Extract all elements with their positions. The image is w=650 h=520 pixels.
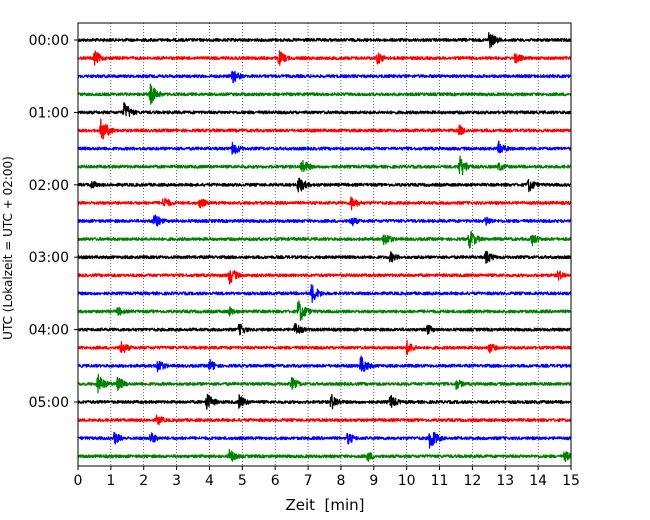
trace-line [77, 118, 572, 140]
trace-line [77, 250, 572, 264]
x-tick-label: 2 [139, 473, 148, 489]
trace-line [77, 83, 572, 105]
plot-frame [77, 22, 572, 467]
trace-line [77, 448, 572, 463]
trace-line [77, 32, 572, 49]
x-tick-label: 0 [74, 473, 83, 489]
x-tick-label: 10 [398, 473, 416, 489]
x-tick-label: 15 [562, 473, 580, 489]
trace-line [77, 196, 572, 211]
x-tick-label: 5 [238, 473, 247, 489]
trace-line [77, 431, 572, 449]
trace-line [77, 177, 572, 193]
y-tick-label: 02:00 [29, 178, 69, 194]
x-tick-label: 9 [369, 473, 378, 489]
trace-line [77, 155, 572, 176]
y-tick-label: 05:00 [29, 395, 69, 411]
grid-lines [110, 23, 539, 466]
trace-line [77, 373, 572, 394]
x-tick-label: 13 [496, 473, 514, 489]
trace-line [77, 284, 572, 304]
trace-line [77, 339, 572, 356]
seismic-traces [77, 32, 572, 463]
trace-line [77, 414, 572, 426]
trace-line [77, 355, 572, 373]
y-axis-title: UTC (Lokalzeit = UTC + 02:00) [1, 156, 15, 340]
x-tick-label: 14 [529, 473, 547, 489]
x-tick-label: 8 [336, 473, 345, 489]
trace-line [77, 300, 572, 322]
trace-line [77, 102, 572, 118]
x-tick-label: 11 [431, 473, 449, 489]
y-axis-ticks: 00:00 01:00 02:00 03:00 04:00 05:00 [29, 33, 78, 411]
x-tick-label: 7 [304, 473, 313, 489]
x-axis-title: Zeit [min] [285, 496, 364, 514]
trace-line [77, 50, 572, 67]
trace-line [77, 140, 572, 155]
x-tick-label: 4 [205, 473, 214, 489]
y-tick-label: 00:00 [29, 33, 69, 49]
y-tick-label: 03:00 [29, 250, 69, 266]
x-tick-label: 6 [271, 473, 280, 489]
x-tick-label: 3 [172, 473, 181, 489]
trace-line [77, 214, 572, 227]
y-tick-label: 04:00 [29, 323, 69, 339]
x-tick-label: 1 [106, 473, 115, 489]
trace-line [77, 230, 572, 249]
trace-line [77, 270, 572, 285]
x-tick-label: 12 [463, 473, 481, 489]
trace-line [77, 70, 572, 84]
trace-line [77, 393, 572, 410]
x-axis-ticks: 0 1 2 3 4 5 6 7 8 9 10 11 12 13 14 15 [74, 466, 580, 489]
y-tick-label: 01:00 [29, 105, 69, 121]
trace-line [77, 322, 572, 336]
